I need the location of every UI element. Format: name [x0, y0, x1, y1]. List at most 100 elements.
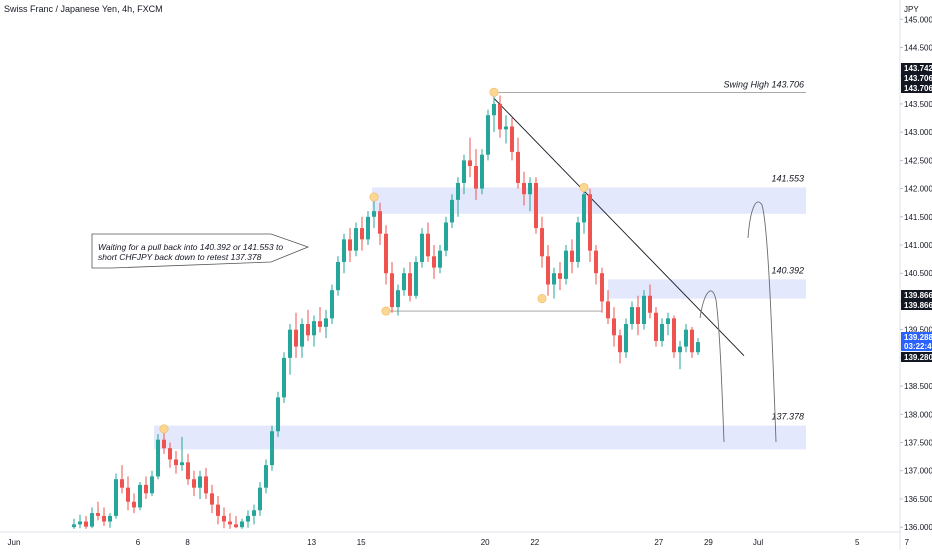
candle-body: [276, 397, 280, 432]
candle-body: [558, 273, 562, 279]
time-tick-label: Jul: [753, 538, 763, 547]
price-label-bg: [901, 300, 932, 310]
candle-body: [630, 307, 634, 325]
candle-body: [150, 476, 154, 494]
price-label-bg: [901, 290, 932, 300]
candle-body: [414, 261, 418, 296]
zone-1: [608, 279, 806, 299]
callout-shape: [91, 233, 310, 269]
price-tick-label: 138.000: [904, 410, 932, 419]
candle-body: [528, 182, 532, 195]
candle-body: [204, 476, 208, 494]
candle-body: [696, 342, 700, 353]
candle-body: [96, 513, 100, 516]
candle-body: [408, 273, 412, 296]
price-label-bg: [901, 63, 932, 73]
price-label-text: 143.742: [904, 64, 932, 73]
annotation-lines: Swing High 143.706: [386, 79, 806, 443]
candle-body: [114, 479, 118, 516]
candle-body: [384, 233, 388, 274]
pivot-marker: [579, 182, 589, 192]
candle-body: [108, 515, 112, 522]
projection-path-1: [699, 290, 725, 443]
candle-body: [474, 166, 478, 189]
candle-body: [480, 154, 484, 189]
candle-body: [570, 250, 574, 262]
candle-body: [444, 222, 448, 251]
pivot-marker: [489, 87, 499, 97]
candle-body: [618, 335, 622, 353]
candle-body: [564, 250, 568, 279]
price-label-text: 139.280: [904, 353, 932, 362]
price-label-bg: [901, 83, 932, 93]
zone-label-1: 140.392: [771, 265, 804, 275]
price-tick-label: 143.500: [904, 100, 932, 109]
price-tick-label: 136.000: [904, 523, 932, 532]
candle-body: [210, 493, 214, 505]
candle-body: [366, 216, 370, 240]
candle-body: [552, 273, 556, 285]
price-tick-label: 136.500: [904, 495, 932, 504]
price-tick-label: 141.500: [904, 213, 932, 222]
candle-body: [456, 182, 460, 200]
candle-body: [576, 222, 580, 262]
candle-body: [192, 479, 196, 488]
candle-body: [666, 318, 670, 325]
candle-body: [438, 250, 442, 268]
price-tick-label: 142.500: [904, 156, 932, 165]
candle-body: [72, 524, 76, 528]
candle-body: [432, 256, 436, 268]
candle-body: [168, 448, 172, 460]
pivot-marker: [381, 306, 391, 316]
candle-body: [636, 307, 640, 325]
price-label-text: 143.706: [904, 74, 932, 83]
candle-body: [348, 239, 352, 251]
candle-body: [162, 439, 166, 449]
candle-body: [222, 515, 226, 522]
price-tick-label: 141.000: [904, 241, 932, 250]
zone-2: [154, 425, 806, 450]
candle-body: [246, 515, 250, 522]
candle-body: [534, 182, 538, 229]
candle-body: [234, 524, 238, 528]
candle-body: [594, 250, 598, 274]
candle-body: [450, 199, 454, 223]
candle-body: [180, 462, 184, 466]
price-label-text: 03:22:49: [904, 342, 932, 351]
chart-title: Swiss Franc / Japanese Yen, 4h, FXCM: [4, 4, 163, 14]
candle-body: [498, 103, 502, 130]
candle-body: [264, 465, 268, 488]
price-label-text: 139.866: [904, 301, 932, 310]
zone-label-0: 141.553: [771, 173, 804, 183]
time-tick-label: 6: [136, 538, 141, 547]
price-tick-label: 143.000: [904, 128, 932, 137]
candle-body: [426, 233, 430, 257]
candle-body: [186, 462, 190, 480]
time-tick-label: 5: [855, 538, 860, 547]
price-labels: 143.742143.706143.706139.866139.866139.2…: [901, 63, 932, 362]
candle-body: [84, 521, 88, 527]
candle-body: [306, 324, 310, 336]
candle-body: [606, 301, 610, 319]
callout-text: Waiting for a pull back into 140.392 or …: [98, 242, 284, 262]
candle-body: [294, 329, 298, 347]
candle-body: [660, 324, 664, 341]
candle-body: [174, 459, 178, 466]
time-tick-label: 22: [530, 538, 539, 547]
supply-zones: 141.553 140.392 137.378: [154, 173, 806, 450]
pivot-marker: [537, 294, 547, 304]
time-tick-label: 15: [357, 538, 366, 547]
candle-body: [420, 233, 424, 262]
candle-body: [270, 431, 274, 466]
price-label-bg: [901, 341, 932, 351]
price-label-bg: [901, 352, 932, 362]
time-tick-label: 20: [481, 538, 490, 547]
candle-body: [138, 484, 142, 508]
candle-body: [396, 290, 400, 308]
candle-body: [228, 521, 232, 525]
candle-body: [582, 194, 586, 223]
candle-body: [156, 439, 160, 477]
candle-body: [462, 160, 466, 183]
